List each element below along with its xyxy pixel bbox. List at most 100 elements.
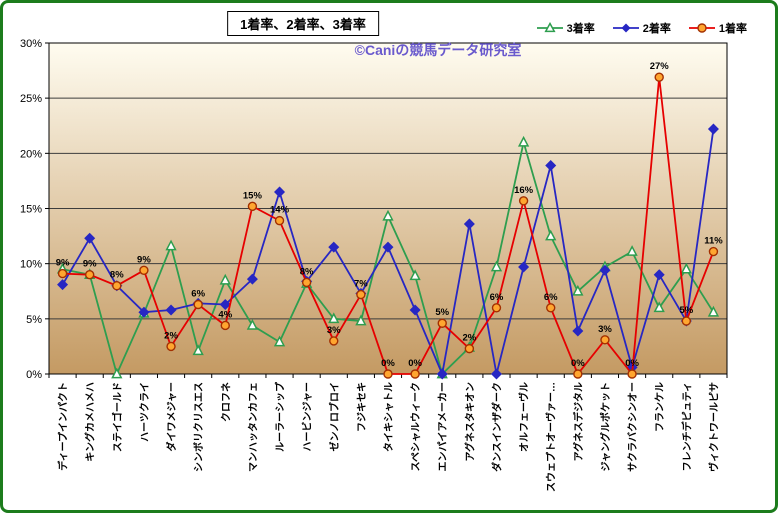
marker-circle (600, 335, 610, 345)
legend-marker-triangle-icon (536, 22, 563, 33)
data-label: 0% (571, 358, 585, 369)
x-axis-label: フランケル (654, 382, 666, 432)
marker-circle (84, 270, 95, 280)
marker-diamond (138, 306, 150, 318)
marker-circle (437, 318, 447, 328)
data-label: 9% (56, 258, 70, 269)
marker-circle (193, 299, 203, 310)
marker-circle (139, 265, 149, 275)
marker-triangle (192, 344, 204, 356)
marker-diamond (165, 304, 177, 316)
marker-circle (708, 246, 719, 257)
x-axis-label: タイキシャトル (383, 382, 395, 452)
x-axis-label: エンパイアメーカー (437, 382, 449, 472)
marker-circle (274, 215, 285, 226)
data-label: 6% (191, 288, 205, 299)
marker-circle (491, 303, 502, 313)
marker-circle (654, 72, 664, 82)
x-axis-label: アグネスデジタル (572, 382, 585, 461)
x-axis-label: シンボリクリスエス (192, 382, 205, 472)
data-label: 8% (110, 270, 124, 281)
marker-circle (356, 289, 366, 300)
marker-circle (383, 369, 393, 379)
marker-triangle (328, 312, 340, 324)
x-axis-label: ルーラーシップ (274, 381, 287, 452)
marker-triangle (273, 335, 286, 347)
plot-area: 0% 5% 10% 15% 20% 25% 30% ディープインパクト キングカメハメハ ステイゴ… (20, 38, 728, 492)
legend-item-rank2: 2着率 (612, 20, 671, 36)
marker-circle (57, 268, 68, 279)
x-axis-label: ヴィクトワールピサ (707, 382, 720, 472)
x-axis-label: ダンスインザダーク (490, 382, 503, 472)
y-axis-label: 15% (20, 204, 42, 216)
marker-diamond (463, 218, 475, 230)
marker-triangle (626, 245, 638, 256)
x-axis-label: ゼンノロブロイ (328, 382, 341, 452)
x-axis-label: ジャングルポケット (599, 382, 612, 472)
data-label: 7% (354, 279, 368, 290)
data-label: 5% (435, 307, 449, 318)
marker-triangle (545, 229, 557, 241)
data-label: 0% (625, 358, 639, 369)
x-axis-label: ディープインパクト (57, 382, 70, 471)
marker-triangle (246, 319, 259, 330)
data-label: 3% (327, 325, 341, 336)
marker-diamond (436, 368, 448, 380)
marker-diamond (219, 298, 231, 310)
legend-label: 3着率 (566, 23, 595, 35)
marker-diamond (545, 159, 557, 171)
x-axis-label: マンハッタンカフェ (247, 382, 259, 472)
marker-triangle (707, 305, 720, 317)
marker-triangle (409, 269, 421, 281)
data-label: 9% (137, 254, 151, 265)
x-axis-label: ダイワメジャー (165, 382, 178, 452)
x-axis-label: フジキセキ (356, 382, 368, 432)
marker-triangle (572, 284, 584, 296)
x-axis-label: ステイゴールド (111, 382, 124, 452)
data-label: 8% (300, 266, 314, 277)
data-label: 0% (408, 358, 422, 369)
marker-diamond (572, 325, 584, 337)
x-axis-label: スウェプトオーヴァー… (545, 382, 558, 492)
x-axis-label: スペシャルウィーク (410, 382, 422, 471)
x-axis-label: ハーツクライ (139, 382, 151, 442)
data-label: 2% (164, 330, 178, 341)
data-label: 27% (650, 61, 670, 72)
marker-circle (573, 369, 583, 379)
marker-diamond (599, 264, 611, 276)
legend-label: 2着率 (642, 23, 671, 35)
y-axis-label: 5% (26, 314, 42, 326)
x-axis-label: オルフェーヴル (518, 382, 531, 452)
data-label: 2% (462, 333, 476, 344)
x-axis-label: アグネスタキオン (463, 382, 476, 462)
marker-circle (627, 369, 637, 379)
marker-triangle (165, 239, 177, 251)
marker-diamond (382, 241, 394, 253)
marker-circle (410, 369, 420, 379)
marker-triangle (219, 273, 231, 285)
marker-diamond (84, 232, 96, 244)
marker-diamond (707, 123, 719, 135)
y-axis-label: 0% (26, 369, 42, 381)
marker-diamond (274, 186, 286, 198)
data-label: 0% (381, 358, 395, 369)
data-label: 14% (270, 205, 290, 216)
marker-diamond (409, 304, 421, 316)
data-label: 3% (598, 324, 612, 335)
legend: 3着率 2着率 1着率 (536, 20, 747, 36)
legend-label: 1着率 (718, 23, 747, 35)
marker-diamond (653, 269, 665, 281)
marker-triangle (653, 301, 665, 313)
y-axis-label: 25% (20, 93, 42, 105)
legend-marker-circle-icon (688, 23, 715, 33)
data-label: 6% (544, 292, 558, 303)
marker-circle (247, 201, 258, 211)
marker-circle (546, 303, 556, 313)
marker-diamond (57, 279, 69, 291)
data-label: 4% (218, 309, 232, 320)
marker-triangle (382, 209, 394, 221)
marker-triangle (517, 135, 530, 147)
marker-triangle (111, 367, 123, 379)
marker-circle (681, 316, 692, 326)
